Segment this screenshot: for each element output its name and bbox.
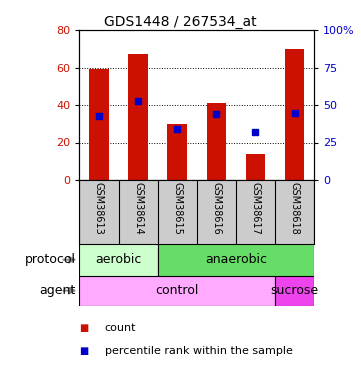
Bar [158, 244, 314, 276]
Text: GSM38614: GSM38614 [133, 182, 143, 235]
Text: aerobic: aerobic [95, 253, 142, 266]
Bar [79, 244, 158, 276]
Text: anaerobic: anaerobic [205, 253, 267, 266]
Bar [245, 154, 265, 180]
Bar [285, 49, 304, 180]
Text: GSM38616: GSM38616 [211, 182, 221, 235]
Text: ■: ■ [79, 323, 89, 333]
Bar [79, 276, 275, 306]
Text: GSM38618: GSM38618 [290, 182, 300, 235]
Text: GSM38613: GSM38613 [94, 182, 104, 235]
Text: percentile rank within the sample: percentile rank within the sample [105, 346, 292, 355]
Bar [89, 69, 109, 180]
Bar [168, 124, 187, 180]
Text: GSM38617: GSM38617 [251, 182, 260, 235]
Text: agent: agent [40, 284, 76, 297]
Text: GSM38615: GSM38615 [172, 182, 182, 235]
Bar [275, 276, 314, 306]
Text: count: count [105, 323, 136, 333]
Bar [206, 103, 226, 180]
Bar [128, 54, 148, 180]
Text: ■: ■ [79, 346, 89, 355]
Text: protocol: protocol [25, 253, 76, 266]
Text: GDS1448 / 267534_at: GDS1448 / 267534_at [104, 15, 257, 29]
Text: control: control [156, 284, 199, 297]
Text: sucrose: sucrose [270, 284, 318, 297]
